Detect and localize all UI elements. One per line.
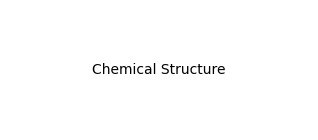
Text: Chemical Structure: Chemical Structure [92, 63, 226, 77]
